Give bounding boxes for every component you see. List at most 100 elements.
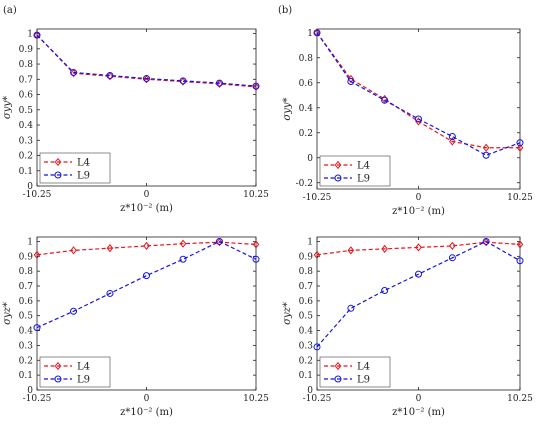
y-tick-label: 0.5 bbox=[299, 312, 314, 322]
legend-marker bbox=[54, 157, 62, 167]
legend-label: L4 bbox=[357, 161, 370, 172]
y-tick-label: 0.7 bbox=[299, 282, 314, 292]
y-tick-label: 0.3 bbox=[299, 341, 314, 351]
legend-box bbox=[39, 152, 111, 184]
chart-sigma-yy-b: -0.2 0 0.2 0.4 0.6 0.8 1 -10.25 0 10.25 z*10⁻² (m)… bbox=[282, 28, 533, 217]
data-point-l4 bbox=[33, 250, 41, 259]
data-point-l9 bbox=[381, 96, 389, 104]
data-point-l9 bbox=[33, 324, 41, 332]
y-tick-label: 1 bbox=[307, 29, 313, 39]
legend-marker bbox=[334, 361, 342, 371]
y-axis-label: σyy* bbox=[282, 97, 293, 120]
y-tick-label: 1 bbox=[307, 237, 313, 247]
x-axis-label: z*10⁻² (m) bbox=[392, 407, 445, 418]
x-tick-label: -10.25 bbox=[303, 394, 332, 404]
y-tick-label: -0.2 bbox=[296, 179, 313, 189]
y-tick-label: 0.6 bbox=[19, 91, 34, 101]
legend-label: L4 bbox=[77, 158, 90, 169]
x-tick-label: 10.25 bbox=[243, 190, 269, 200]
y-tick-label: 0.8 bbox=[19, 267, 34, 277]
data-point-l4 bbox=[216, 238, 223, 247]
y-tick-label: 0.2 bbox=[299, 129, 313, 139]
y-tick-label: 0.9 bbox=[19, 252, 34, 262]
data-point-l9 bbox=[70, 307, 78, 315]
y-tick-label: 1 bbox=[27, 237, 33, 247]
data-point-l9 bbox=[448, 133, 456, 140]
data-point-l9 bbox=[252, 82, 260, 90]
y-tick-label: 0.9 bbox=[299, 252, 314, 262]
legend-marker bbox=[54, 361, 62, 371]
legend-marker bbox=[334, 174, 342, 182]
series-line-l4 bbox=[36, 34, 257, 88]
data-point-l9 bbox=[347, 78, 355, 85]
legend-marker bbox=[334, 160, 342, 170]
y-tick-label: 0.5 bbox=[19, 312, 34, 322]
chart-sigma-yz-b: 00.10.20.30.40.50.60.70.80.91-10.25 0 10.2… bbox=[282, 236, 533, 418]
data-point-l9 bbox=[106, 289, 114, 297]
series-line-l4 bbox=[316, 241, 521, 256]
y-tick-label: 0.7 bbox=[19, 282, 34, 292]
series-l9 bbox=[313, 237, 524, 351]
data-point-l9 bbox=[516, 139, 524, 147]
y-tick-label: 0 bbox=[27, 386, 33, 396]
y-tick-label: 0.6 bbox=[19, 297, 34, 307]
x-tick-label: -10.25 bbox=[303, 193, 332, 203]
data-point-l4 bbox=[482, 143, 490, 152]
y-tick-label: 0.4 bbox=[19, 327, 34, 337]
y-tick-label: 1 bbox=[27, 30, 33, 40]
data-point-l4 bbox=[179, 239, 187, 248]
data-point-l9 bbox=[482, 151, 490, 159]
series-line-l9 bbox=[316, 32, 521, 156]
series-l4 bbox=[313, 238, 524, 259]
y-tick-label: 0.9 bbox=[19, 45, 34, 55]
x-tick-label: 0 bbox=[144, 394, 150, 404]
y-tick-label: 0.3 bbox=[19, 341, 34, 351]
y-axis-label: σyz* bbox=[282, 302, 293, 325]
data-point-l9 bbox=[33, 31, 41, 39]
y-tick-label: 0.4 bbox=[299, 327, 314, 337]
legend-box bbox=[319, 155, 391, 187]
series-line-l9 bbox=[36, 34, 257, 87]
panel-label-b: (b) bbox=[278, 5, 292, 16]
data-point-l4 bbox=[70, 246, 77, 255]
y-tick-label: 0.6 bbox=[299, 79, 314, 89]
data-point-l9 bbox=[143, 272, 150, 280]
data-point-l9 bbox=[215, 79, 223, 87]
data-point-l9 bbox=[347, 304, 355, 312]
legend-label: L4 bbox=[357, 362, 370, 373]
legend-marker bbox=[54, 171, 62, 179]
data-point-l9 bbox=[448, 254, 456, 262]
legend-marker bbox=[334, 375, 342, 383]
y-axis-label: σyz* bbox=[2, 302, 13, 325]
legend-label: L9 bbox=[77, 375, 90, 386]
data-point-l9 bbox=[415, 270, 422, 278]
data-point-l4 bbox=[347, 74, 355, 84]
y-axis-label: σyy* bbox=[2, 96, 13, 119]
chart-sigma-yz-a: 00.10.20.30.40.50.60.70.80.91-10.25 0 10.2… bbox=[2, 236, 269, 418]
y-tick-label: 0.2 bbox=[299, 356, 313, 366]
y-tick-label: 0.4 bbox=[299, 104, 314, 114]
data-point-l4 bbox=[252, 82, 260, 92]
data-point-l9 bbox=[313, 343, 321, 351]
data-point-l9 bbox=[106, 71, 114, 79]
data-point-l9 bbox=[143, 75, 150, 83]
chart-sigma-yy-a: 00.10.20.30.40.50.60.70.80.91-10.25 0 10.2… bbox=[2, 28, 269, 214]
series-line-l9 bbox=[36, 240, 257, 329]
data-point-l9 bbox=[252, 255, 260, 263]
data-point-l9 bbox=[482, 237, 490, 245]
data-point-l9 bbox=[179, 77, 187, 85]
y-tick-label: 0.6 bbox=[299, 297, 314, 307]
data-point-l9 bbox=[516, 257, 524, 265]
data-point-l4 bbox=[449, 137, 456, 146]
data-point-l9 bbox=[215, 237, 223, 245]
x-tick-label: 10.25 bbox=[243, 394, 269, 404]
y-tick-label: 0.8 bbox=[299, 267, 314, 277]
data-point-l4 bbox=[347, 246, 355, 255]
data-point-l9 bbox=[70, 68, 78, 76]
data-point-l4 bbox=[449, 241, 456, 251]
series-l9 bbox=[33, 237, 260, 332]
y-tick-label: 0.2 bbox=[19, 356, 33, 366]
